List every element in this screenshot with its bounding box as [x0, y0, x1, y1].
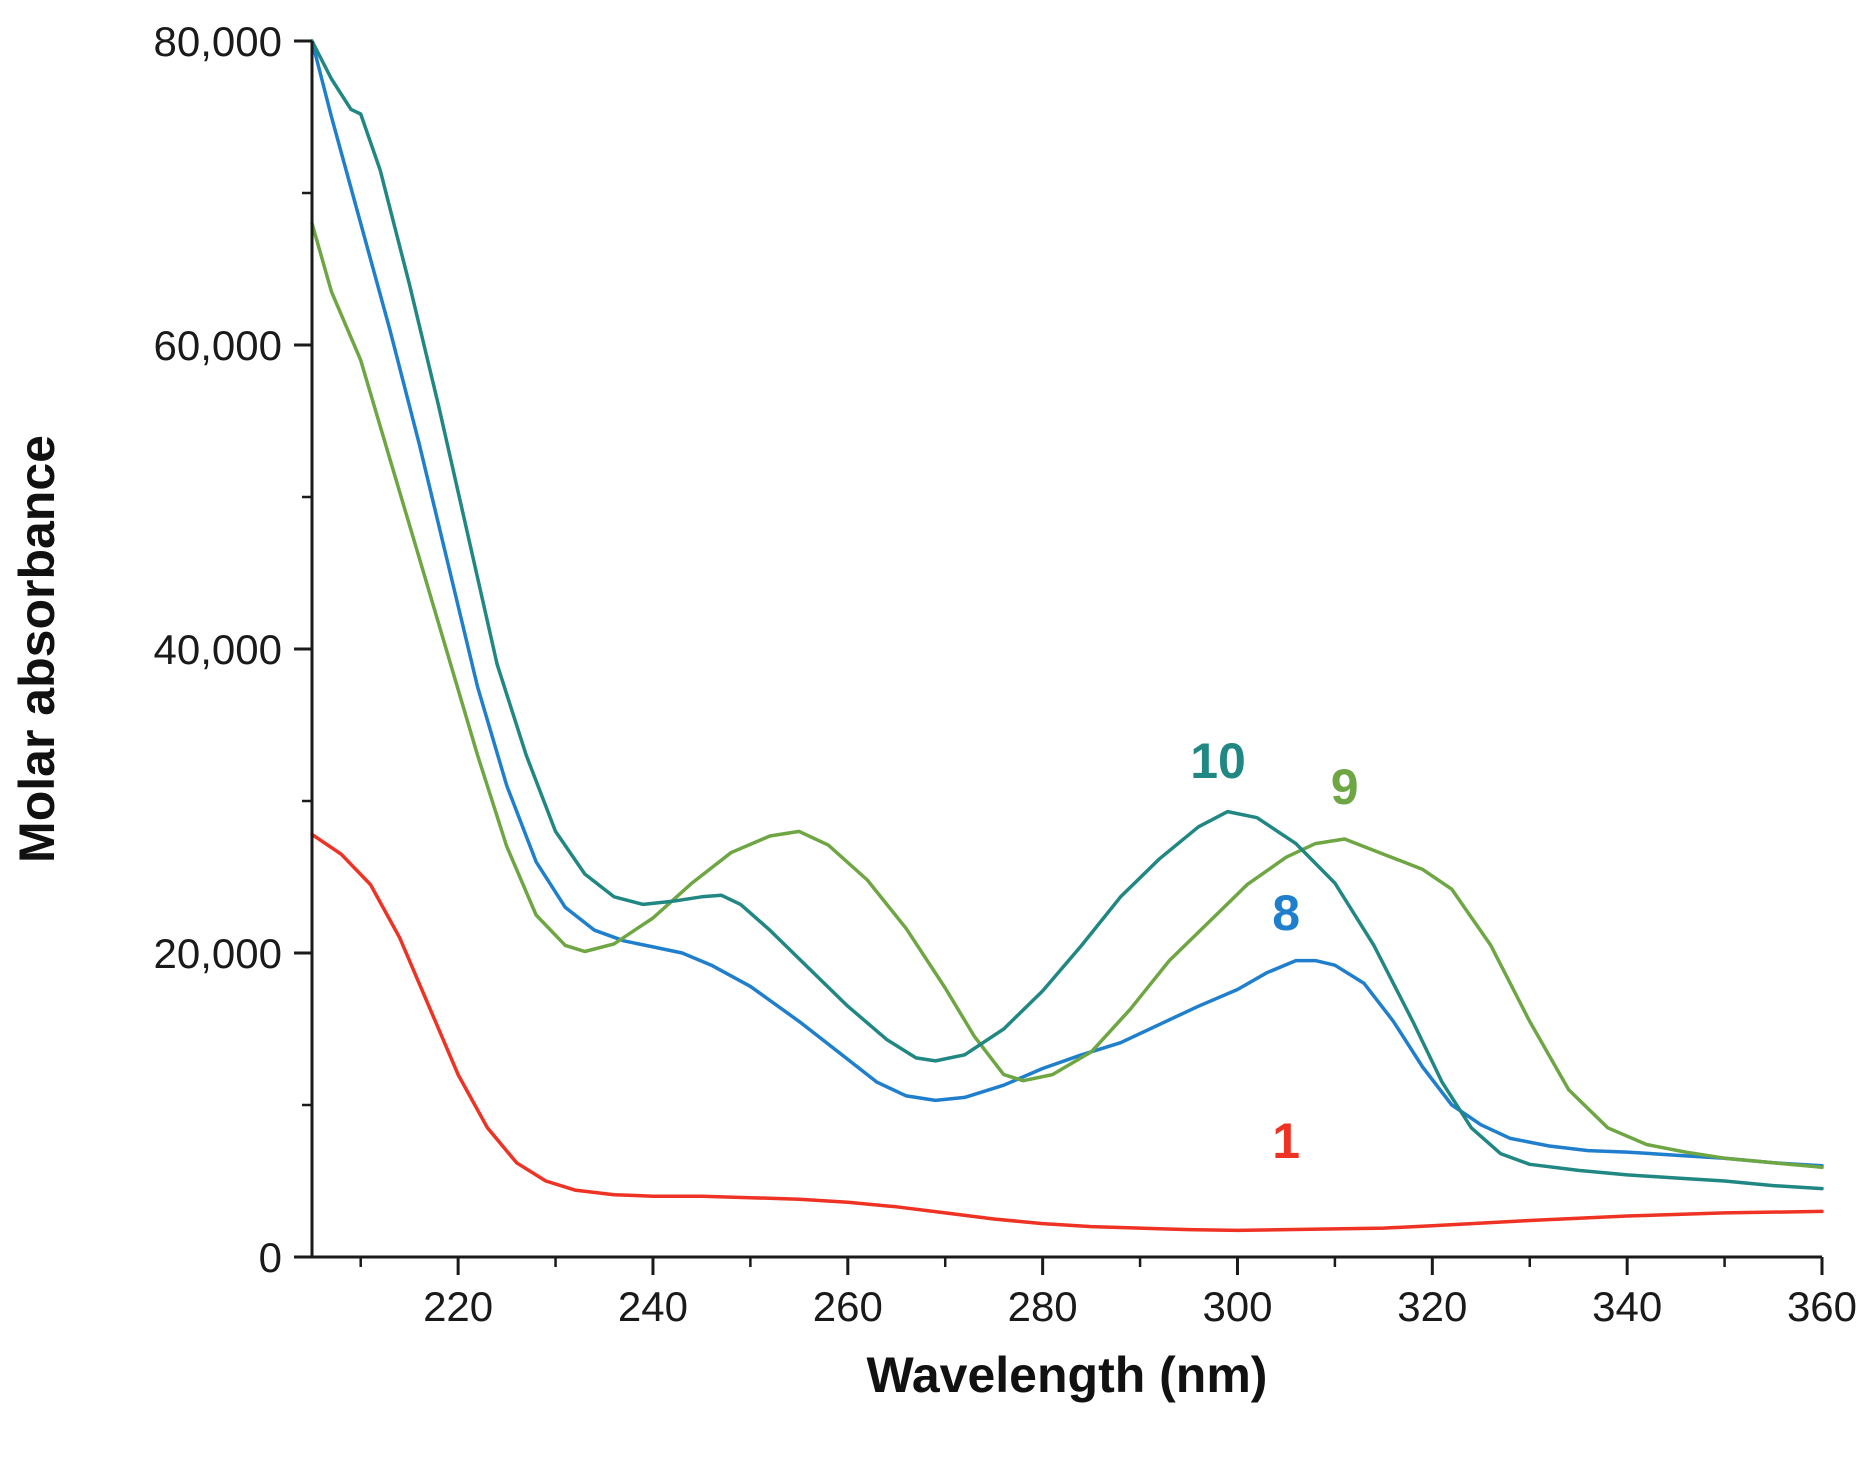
- y-axis-title: Molar absorbance: [9, 435, 65, 863]
- x-tick-label: 340: [1592, 1283, 1662, 1330]
- series-labels: 1 8 9 10: [1190, 733, 1358, 1169]
- x-tick-label: 320: [1397, 1283, 1467, 1330]
- x-tick-label: 220: [423, 1283, 493, 1330]
- x-tick-label: 240: [618, 1283, 688, 1330]
- series-layer: [310, 39, 1824, 1233]
- series-1-line: [310, 832, 1824, 1233]
- series-8-label: 8: [1272, 885, 1300, 941]
- x-tick-label: 260: [813, 1283, 883, 1330]
- ticks: 220 240 260 280 300 320 340 360 0 20,000 40,000 60,…: [154, 18, 1858, 1330]
- y-tick-label: 60,000: [154, 322, 282, 369]
- series-10-label: 10: [1190, 733, 1246, 789]
- y-tick-label: 40,000: [154, 626, 282, 673]
- y-tick-label: 20,000: [154, 930, 282, 977]
- x-tick-label: 360: [1787, 1283, 1857, 1330]
- axes: [310, 41, 1822, 1259]
- series-1-label: 1: [1272, 1113, 1300, 1169]
- y-tick-label: 0: [259, 1234, 282, 1281]
- x-tick-label: 300: [1202, 1283, 1272, 1330]
- series-8-line: [310, 39, 1824, 1168]
- series-9-line: [310, 221, 1824, 1170]
- x-axis-title: Wavelength (nm): [867, 1347, 1268, 1403]
- y-tick-label: 80,000: [154, 18, 282, 65]
- x-tick-label: 280: [1008, 1283, 1078, 1330]
- series-10-line: [310, 39, 1824, 1191]
- series-9-label: 9: [1331, 759, 1359, 815]
